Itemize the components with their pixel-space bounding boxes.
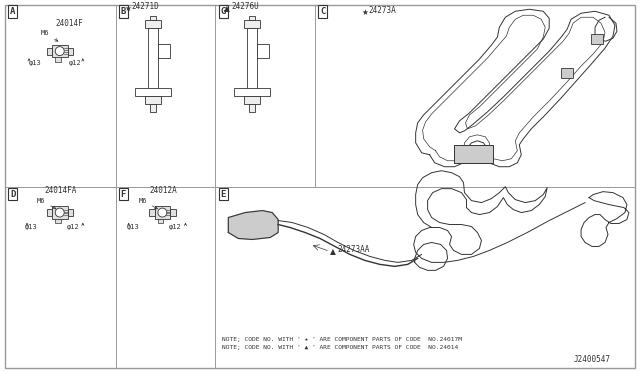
Bar <box>244 20 260 28</box>
Text: ★: ★ <box>362 8 369 17</box>
Polygon shape <box>68 48 73 55</box>
Bar <box>150 16 156 20</box>
Text: ▲: ▲ <box>225 4 230 13</box>
Polygon shape <box>47 48 52 55</box>
Polygon shape <box>155 206 170 219</box>
Text: D: D <box>10 190 15 199</box>
Circle shape <box>55 46 64 55</box>
Polygon shape <box>158 219 163 223</box>
Text: 24014FA: 24014FA <box>45 186 77 195</box>
Bar <box>145 20 161 28</box>
Text: ▲: ▲ <box>330 247 336 256</box>
Circle shape <box>158 208 167 217</box>
Bar <box>561 68 573 78</box>
Text: φ13: φ13 <box>127 224 140 231</box>
Text: NOTE; CODE NO. WITH ' ★ ' ARE COMPONENT PARTS OF CODE  NO.24017M: NOTE; CODE NO. WITH ' ★ ' ARE COMPONENT … <box>222 337 462 342</box>
Circle shape <box>55 208 64 217</box>
Text: φ13: φ13 <box>29 60 42 66</box>
Bar <box>244 96 260 104</box>
Text: 24273A: 24273A <box>369 6 397 15</box>
Text: φ12: φ12 <box>67 224 79 231</box>
Text: A: A <box>10 7 15 16</box>
Bar <box>454 145 493 163</box>
Bar <box>234 88 270 96</box>
Text: M6: M6 <box>139 198 157 209</box>
Polygon shape <box>55 219 61 223</box>
Bar <box>249 104 255 112</box>
Text: φ12: φ12 <box>168 224 181 231</box>
Text: J2400547: J2400547 <box>574 355 611 364</box>
Text: M6: M6 <box>37 198 56 209</box>
Bar <box>257 44 269 58</box>
Text: 24012A: 24012A <box>150 186 177 195</box>
Text: B: B <box>121 7 126 16</box>
Text: G: G <box>220 7 226 16</box>
Bar <box>249 16 255 20</box>
Text: C: C <box>320 7 325 16</box>
Text: ★: ★ <box>125 4 132 13</box>
Text: φ13: φ13 <box>25 224 38 231</box>
Polygon shape <box>52 45 68 57</box>
Polygon shape <box>55 57 61 62</box>
Bar <box>150 104 156 112</box>
Text: 24276U: 24276U <box>231 2 259 11</box>
Text: φ12: φ12 <box>69 60 82 66</box>
Text: M6: M6 <box>41 30 58 41</box>
Bar <box>145 96 161 104</box>
Text: 24014F: 24014F <box>55 19 83 28</box>
Text: E: E <box>220 190 226 199</box>
Polygon shape <box>68 209 73 216</box>
Polygon shape <box>228 211 278 240</box>
Bar <box>148 28 157 90</box>
Bar <box>591 34 603 44</box>
Bar <box>157 44 170 58</box>
Text: F: F <box>121 190 126 199</box>
Text: 24271D: 24271D <box>132 2 159 11</box>
Bar <box>247 28 257 90</box>
Polygon shape <box>52 206 68 219</box>
Polygon shape <box>149 209 155 216</box>
Polygon shape <box>170 209 176 216</box>
Text: 24273AA: 24273AA <box>338 246 371 254</box>
Polygon shape <box>47 209 52 216</box>
Bar <box>134 88 170 96</box>
Text: NOTE; CODE NO. WITH ' ▲ ' ARE COMPONENT PARTS OF CODE  NO.24014: NOTE; CODE NO. WITH ' ▲ ' ARE COMPONENT … <box>222 345 459 350</box>
